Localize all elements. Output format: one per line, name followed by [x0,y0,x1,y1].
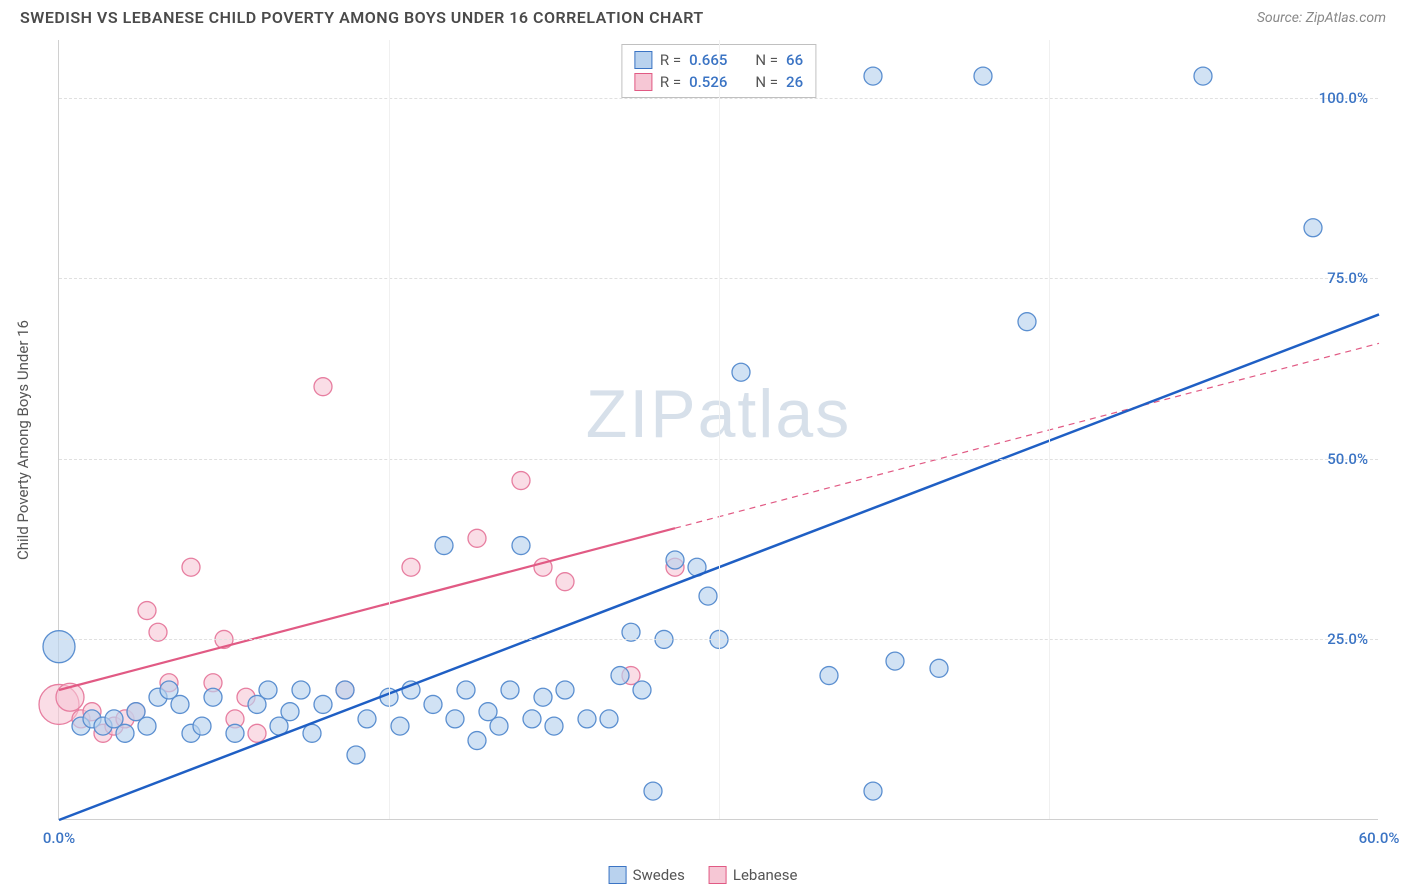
swatch-swedes-icon [634,51,652,69]
data-point [666,551,684,569]
series-legend: Swedes Lebanese [609,866,798,884]
r-value: 0.526 [689,73,727,91]
data-point [732,363,750,381]
x-tick-label: 60.0% [1359,829,1400,847]
data-point [259,681,277,699]
n-value: 26 [786,73,803,91]
data-point [171,695,189,713]
y-tick-label: 50.0% [1327,450,1368,468]
legend-item-swedes: Swedes [609,866,685,884]
data-point [930,659,948,677]
data-point [644,782,662,800]
data-point [886,652,904,670]
data-point [281,703,299,721]
gridline-v [719,40,720,819]
data-point [446,710,464,728]
r-label: R = [660,73,681,91]
data-point [226,724,244,742]
data-point [633,681,651,699]
data-point [611,667,629,685]
data-point [358,710,376,728]
data-point [457,681,475,699]
data-point [248,724,266,742]
data-point [182,558,200,576]
y-tick-label: 100.0% [1319,89,1368,107]
data-point [424,695,442,713]
data-point [512,472,530,490]
data-point [303,724,321,742]
n-value: 66 [786,51,803,69]
legend-label: Lebanese [733,866,798,884]
data-point [314,378,332,396]
data-point [193,717,211,735]
data-point [864,782,882,800]
data-point [600,710,618,728]
data-point [490,717,508,735]
data-point [435,537,453,555]
r-value: 0.665 [689,51,727,69]
data-point [292,681,310,699]
data-point [699,587,717,605]
x-tick-label: 0.0% [43,829,75,847]
data-point [204,688,222,706]
data-point [336,681,354,699]
source-attribution: Source: ZipAtlas.com [1257,10,1386,26]
r-label: R = [660,51,681,69]
data-point [138,717,156,735]
chart-title: SWEDISH VS LEBANESE CHILD POVERTY AMONG … [20,8,704,27]
data-point [391,717,409,735]
data-point [138,602,156,620]
data-point [556,573,574,591]
gridline-v [1049,40,1050,819]
data-point [468,529,486,547]
y-tick-label: 25.0% [1327,630,1368,648]
data-point [314,695,332,713]
y-tick-label: 75.0% [1327,269,1368,287]
data-point [820,667,838,685]
swatch-swedes-icon [609,866,627,884]
data-point [116,724,134,742]
data-point [523,710,541,728]
chart-plot-area: ZIPatlas R = 0.665 N = 66 R = 0.526 N = … [58,40,1378,820]
data-point [864,67,882,85]
y-axis-label: Child Poverty Among Boys Under 16 [14,320,32,560]
data-point [1194,67,1212,85]
data-point [402,558,420,576]
data-point [347,746,365,764]
data-point [1304,219,1322,237]
legend-item-lebanese: Lebanese [709,866,798,884]
gridline-v [389,40,390,819]
data-point [578,710,596,728]
data-point [534,688,552,706]
data-point [43,631,75,663]
swatch-lebanese-icon [634,73,652,91]
data-point [545,717,563,735]
data-point [974,67,992,85]
n-label: N = [755,51,778,69]
trend-line [675,343,1379,528]
data-point [512,537,530,555]
swatch-lebanese-icon [709,866,727,884]
data-point [1018,313,1036,331]
data-point [501,681,519,699]
data-point [556,681,574,699]
legend-label: Swedes [633,866,685,884]
n-label: N = [755,73,778,91]
data-point [468,732,486,750]
